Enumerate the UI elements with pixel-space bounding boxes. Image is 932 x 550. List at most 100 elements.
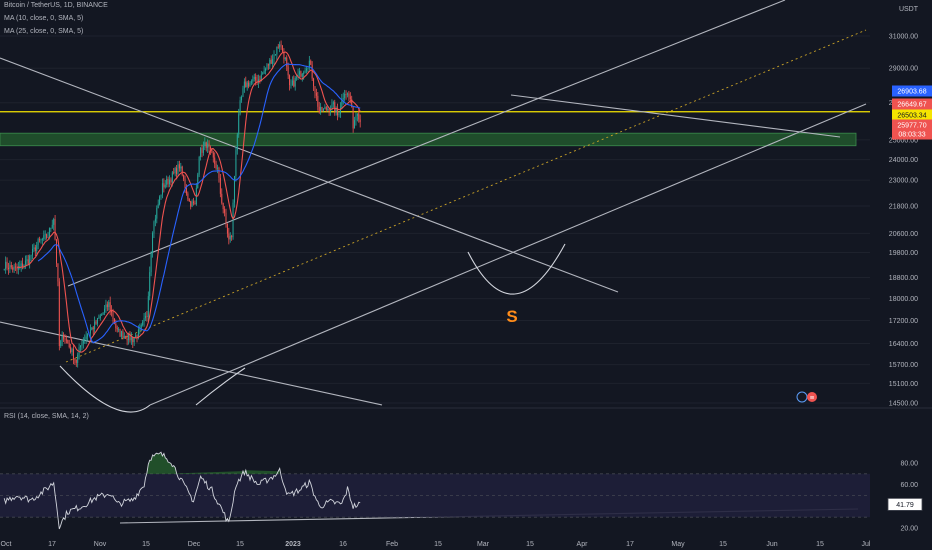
candle-body <box>355 115 357 121</box>
alert-icon[interactable]: ≡ <box>796 391 817 403</box>
candle-body <box>115 323 117 329</box>
candle-body <box>325 107 327 110</box>
candle-body <box>356 113 358 116</box>
candle-body <box>267 64 269 66</box>
candle-body <box>307 67 309 69</box>
time-tick-label: 17 <box>626 541 634 548</box>
candle-body <box>27 259 29 264</box>
rsi-legend[interactable]: RSI (14, close, SMA, 14, 2) <box>4 413 89 420</box>
candle-body <box>197 174 199 188</box>
rsi-line <box>3 451 361 530</box>
candles-layer <box>3 40 361 368</box>
rsi-value-badge <box>887 497 923 511</box>
candle-body <box>51 224 53 228</box>
candle-body <box>19 266 21 268</box>
candle-body <box>24 260 26 265</box>
price-tick-label: 18800.00 <box>889 275 918 282</box>
candle-body <box>147 296 149 317</box>
candle-body <box>40 239 42 241</box>
price-marker-value: 26649.67 <box>897 102 926 109</box>
time-axis[interactable]: Oct 17 Nov 15 Dec 15 2023 16 Feb 15 Mar 15 Apr 17 May 1… <box>1 541 871 548</box>
candle-body <box>174 168 176 173</box>
candle-body <box>53 219 55 225</box>
candle-body <box>266 64 268 69</box>
candle-body <box>87 334 89 337</box>
candle-body <box>277 46 279 48</box>
candle-body <box>259 79 261 82</box>
candle-body <box>150 252 152 273</box>
candle-body <box>200 148 202 158</box>
candle-body <box>84 338 86 340</box>
candle-body <box>224 209 226 213</box>
price-tick-label: 23000.00 <box>889 178 918 185</box>
candle-body <box>33 247 35 249</box>
candle-body <box>193 201 195 204</box>
candle-body <box>313 78 315 87</box>
price-tick-label: 24000.00 <box>889 157 918 164</box>
candle-body <box>337 108 339 116</box>
candle-body <box>335 108 337 113</box>
candle-body <box>231 236 233 238</box>
candle-body <box>15 266 17 268</box>
candle-body <box>290 84 292 86</box>
candle-body <box>120 331 122 337</box>
candle-body <box>358 113 360 120</box>
candle-body <box>341 99 343 108</box>
candle-body <box>232 202 234 238</box>
time-tick-label: Mar <box>477 541 490 548</box>
candle-body <box>30 255 32 257</box>
candle-body <box>245 81 247 88</box>
candle-body <box>225 212 227 224</box>
rounding-bottom-curve <box>467 243 566 295</box>
time-tick-label: May <box>671 541 685 548</box>
ma10-legend[interactable]: MA (10, close, 0, SMA, 5) <box>4 15 84 22</box>
time-tick-label: Oct <box>1 541 12 548</box>
candle-body <box>36 245 38 251</box>
candle-body <box>47 237 49 238</box>
rsi-current-value: 41.79 <box>896 502 914 509</box>
candle-body <box>60 340 62 346</box>
candle-body <box>98 317 100 319</box>
candle-body <box>85 336 87 339</box>
candle-body <box>214 157 216 164</box>
ma25-line <box>37 63 361 344</box>
candle-body <box>208 143 210 148</box>
candle-body <box>26 259 28 261</box>
candle-body <box>287 66 289 76</box>
candle-body <box>348 93 350 97</box>
candle-body <box>112 312 114 320</box>
ma25-legend[interactable]: MA (25, close, 0, SMA, 5) <box>4 28 84 35</box>
drawings-layer <box>0 0 867 524</box>
candle-body <box>132 337 134 343</box>
time-tick-label: 15 <box>434 541 442 548</box>
price-tick-label: 25000.00 <box>889 137 918 144</box>
candle-body <box>154 218 156 222</box>
time-tick-label: 15 <box>236 541 244 548</box>
candle-body <box>181 166 183 176</box>
candle-body <box>9 265 11 270</box>
price-tick-label: 19800.00 <box>889 250 918 257</box>
price-tick-label: 31000.00 <box>889 34 918 41</box>
candle-body <box>274 54 276 56</box>
channel-mid-dashed-line <box>65 29 867 363</box>
candle-body <box>130 337 132 341</box>
candle-body <box>125 335 127 339</box>
candle-body <box>185 187 187 194</box>
price-tick-label: 20600.00 <box>889 231 918 238</box>
candle-body <box>31 248 33 256</box>
candle-body <box>284 57 286 60</box>
candle-body <box>209 147 211 150</box>
candle-body <box>338 113 340 116</box>
candle-body <box>359 119 361 123</box>
candle-body <box>327 109 329 111</box>
candle-body <box>322 108 324 112</box>
candle-body <box>23 264 25 268</box>
price-tick-label: 18000.00 <box>889 296 918 303</box>
candle-body <box>7 267 9 270</box>
price-marker-badge <box>892 128 932 140</box>
candle-body <box>283 51 285 60</box>
candle-body <box>321 106 323 112</box>
symbol-legend[interactable]: Bitcoin / TetherUS, 1D, BINANCE <box>4 2 108 9</box>
